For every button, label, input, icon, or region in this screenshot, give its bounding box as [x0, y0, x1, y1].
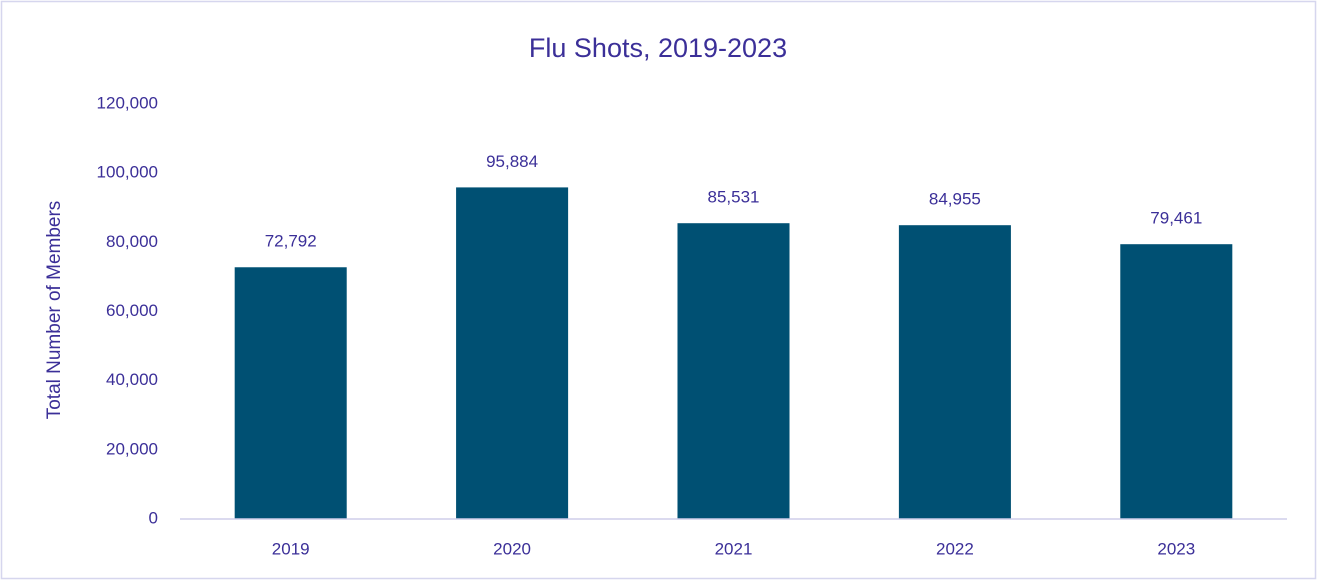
- y-tick-label: 120,000: [97, 93, 158, 112]
- bar: [1120, 244, 1233, 519]
- y-tick-label: 20,000: [106, 439, 158, 458]
- y-tick-label: 40,000: [106, 370, 158, 389]
- bar: [898, 225, 1011, 519]
- y-tick-label: 0: [149, 508, 158, 527]
- y-tick-label: 80,000: [106, 232, 158, 251]
- chart-title: Flu Shots, 2019-2023: [529, 33, 787, 63]
- y-axis-title: Total Number of Members: [44, 201, 65, 420]
- bar: [234, 267, 347, 519]
- x-tick-label: 2022: [936, 539, 974, 558]
- data-label: 95,884: [486, 152, 538, 171]
- x-tick-label: 2021: [715, 539, 753, 558]
- x-tick-label: 2020: [493, 539, 531, 558]
- x-tick-label: 2023: [1157, 539, 1195, 558]
- data-label: 79,461: [1150, 209, 1202, 228]
- bar: [456, 187, 569, 519]
- y-tick-label: 100,000: [97, 163, 158, 182]
- x-tick-label: 2019: [272, 539, 310, 558]
- bar: [677, 223, 790, 519]
- data-label: 85,531: [708, 188, 760, 207]
- y-tick-label: 60,000: [106, 301, 158, 320]
- data-label: 72,792: [265, 232, 317, 251]
- data-label: 84,955: [929, 190, 981, 209]
